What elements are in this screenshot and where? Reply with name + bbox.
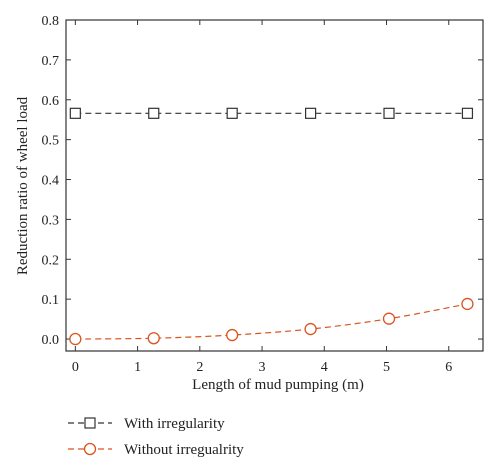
series-line-1 <box>75 303 468 340</box>
x-tick-label-5: 5 <box>383 360 390 375</box>
x-tick-label-1: 1 <box>134 360 141 375</box>
series-1 <box>69 297 474 346</box>
data-point <box>461 297 474 311</box>
y-tick-label-3: 0.3 <box>42 213 60 228</box>
legend-label-1: Without irregualrity <box>124 442 244 458</box>
data-point <box>382 312 396 325</box>
legend: With irregularity Without irregualrity <box>68 416 244 458</box>
y-tick-label-6: 0.6 <box>42 94 60 109</box>
x-tick-label-6: 6 <box>445 360 452 375</box>
data-point <box>304 322 317 336</box>
plot-area: 0 1 2 3 4 5 6 0.0 0.1 0.2 0.3 0.4 0.5 0.6 0.7 0.8 <box>42 14 484 375</box>
data-point <box>226 328 239 342</box>
data-point <box>147 332 160 345</box>
y-axis-title: Reduction ratio of wheel load <box>15 96 31 275</box>
x-tick-label-0: 0 <box>72 360 79 375</box>
x-tick-label-4: 4 <box>321 360 328 375</box>
x-tick-label-2: 2 <box>196 360 203 375</box>
data-point <box>69 332 82 346</box>
legend-marker-0 <box>84 417 96 429</box>
y-tick-label-5: 0.5 <box>42 134 60 149</box>
y-tick-label-7: 0.7 <box>42 54 60 69</box>
data-point <box>304 107 317 119</box>
data-point <box>226 107 238 119</box>
plot-frame <box>65 19 484 352</box>
y-tick-label-2: 0.2 <box>42 253 60 268</box>
series-0 <box>69 107 474 119</box>
legend-marker-1 <box>83 442 97 456</box>
data-point <box>383 107 395 119</box>
legend-label-0: With irregularity <box>124 416 225 432</box>
data-point <box>461 107 474 119</box>
y-tick-label-4: 0.4 <box>42 174 60 189</box>
x-axis-title: Length of mud pumping (m) <box>192 377 364 393</box>
y-tick-label-8: 0.8 <box>42 14 60 29</box>
y-tick-label-1: 0.1 <box>42 293 60 308</box>
data-point <box>148 107 160 119</box>
data-point <box>69 107 81 119</box>
x-tick-label-3: 3 <box>259 360 266 375</box>
y-tick-label-0: 0.0 <box>42 333 60 348</box>
